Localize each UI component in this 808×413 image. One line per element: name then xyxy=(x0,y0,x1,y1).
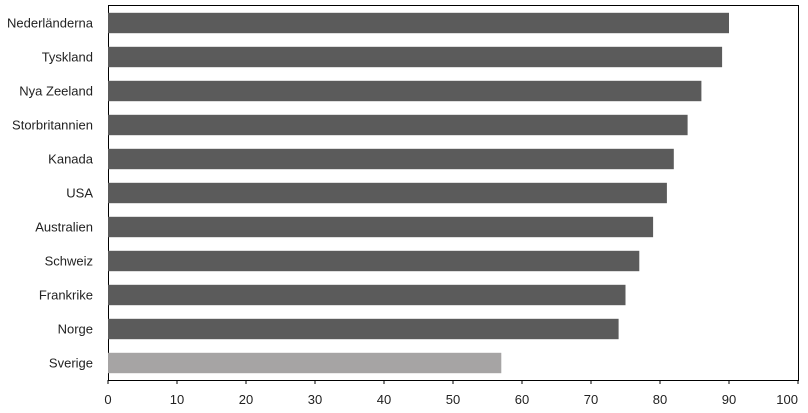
bars-group xyxy=(108,12,729,374)
bar-storbritannien xyxy=(108,114,688,136)
category-label: Australien xyxy=(35,220,93,235)
x-tick-label: 60 xyxy=(515,392,529,407)
bar-sverige xyxy=(108,352,502,374)
category-label: Nya Zeeland xyxy=(19,84,93,99)
bar-nya-zeeland xyxy=(108,80,702,102)
x-axis-ticks: 0 10 20 30 40 50 60 70 80 90 100 xyxy=(104,380,799,407)
category-label: Frankrike xyxy=(39,288,93,303)
category-label: Storbritannien xyxy=(12,118,93,133)
x-tick-label: 90 xyxy=(722,392,736,407)
x-tick-label: 70 xyxy=(584,392,598,407)
category-label: USA xyxy=(66,186,93,201)
bar-nederländerna xyxy=(108,12,729,34)
bar-frankrike xyxy=(108,284,626,306)
category-label: Norge xyxy=(58,322,93,337)
bar-usa xyxy=(108,182,667,204)
x-tick-label: 50 xyxy=(446,392,460,407)
category-label: Nederländerna xyxy=(7,16,94,31)
category-label: Tyskland xyxy=(42,50,93,65)
x-tick-label: 80 xyxy=(653,392,667,407)
x-tick-label: 40 xyxy=(377,392,391,407)
x-tick-label: 20 xyxy=(239,392,253,407)
category-label: Kanada xyxy=(48,152,94,167)
x-tick-label: 0 xyxy=(104,392,111,407)
bar-australien xyxy=(108,216,654,238)
bar-norge xyxy=(108,318,619,340)
x-tick-label: 100 xyxy=(776,392,798,407)
category-label: Sverige xyxy=(49,356,93,371)
category-label: Schweiz xyxy=(45,254,93,269)
bar-kanada xyxy=(108,148,674,170)
bar-schweiz xyxy=(108,250,640,272)
x-tick-label: 30 xyxy=(308,392,322,407)
category-labels: Nederländerna Tyskland Nya Zeeland Storbrit… xyxy=(7,16,94,371)
x-tick-label: 10 xyxy=(170,392,184,407)
bar-tyskland xyxy=(108,46,723,68)
